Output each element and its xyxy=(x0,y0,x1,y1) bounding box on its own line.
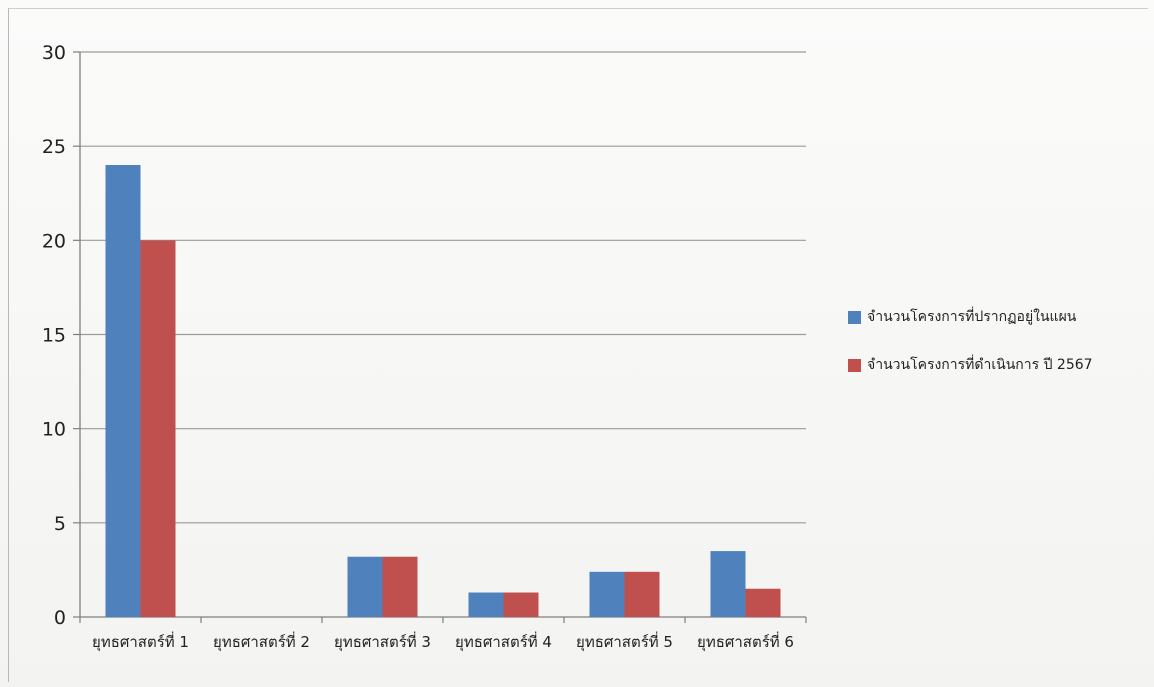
y-tick-label: 20 xyxy=(42,230,66,252)
legend-label-series-1: จำนวนโครงการที่ปรากฏอยู่ในแผน xyxy=(867,309,1077,325)
y-tick-label: 30 xyxy=(42,42,66,64)
bar-series-2-cat-3 xyxy=(382,556,418,617)
legend-item-series-2: จำนวนโครงการที่ดำเนินการ ปี 2567 xyxy=(848,354,1148,376)
bar-series-1-cat-1 xyxy=(105,165,141,617)
x-category-label: ยุทธศาสตร์ที่ 2 xyxy=(213,631,310,652)
legend-label-series-2: จำนวนโครงการที่ดำเนินการ ปี 2567 xyxy=(867,357,1093,373)
bar-series-2-cat-6 xyxy=(745,588,781,617)
x-category-label: ยุทธศาสตร์ที่ 4 xyxy=(455,631,552,652)
legend-swatch-series-1 xyxy=(848,310,861,324)
y-tick-label: 15 xyxy=(42,325,66,347)
x-category-label: ยุทธศาสตร์ที่ 3 xyxy=(334,631,431,652)
x-category-label: ยุทธศาสตร์ที่ 5 xyxy=(576,631,673,652)
bar-series-2-cat-5 xyxy=(624,571,660,617)
y-tick-label: 10 xyxy=(42,419,66,441)
chart-border xyxy=(8,8,1148,682)
legend-item-series-1: จำนวนโครงการที่ปรากฏอยู่ในแผน xyxy=(848,306,1148,328)
x-category-label: ยุทธศาสตร์ที่ 6 xyxy=(697,631,794,652)
legend-swatch-series-2 xyxy=(848,358,861,372)
bar-series-2-cat-4 xyxy=(503,592,539,617)
bar-series-1-cat-6 xyxy=(710,551,746,617)
bar-series-2-cat-1 xyxy=(140,240,176,618)
bar-series-1-cat-5 xyxy=(589,571,625,617)
bar-series-1-cat-4 xyxy=(468,592,504,617)
bar-series-1-cat-3 xyxy=(347,556,383,617)
x-category-label: ยุทธศาสตร์ที่ 1 xyxy=(92,631,189,652)
chart-legend: จำนวนโครงการที่ปรากฏอยู่ในแผน จำนวนโครงก… xyxy=(848,306,1148,402)
y-tick-label: 5 xyxy=(54,513,66,535)
y-tick-label: 0 xyxy=(54,607,66,629)
y-tick-label: 25 xyxy=(42,136,66,158)
